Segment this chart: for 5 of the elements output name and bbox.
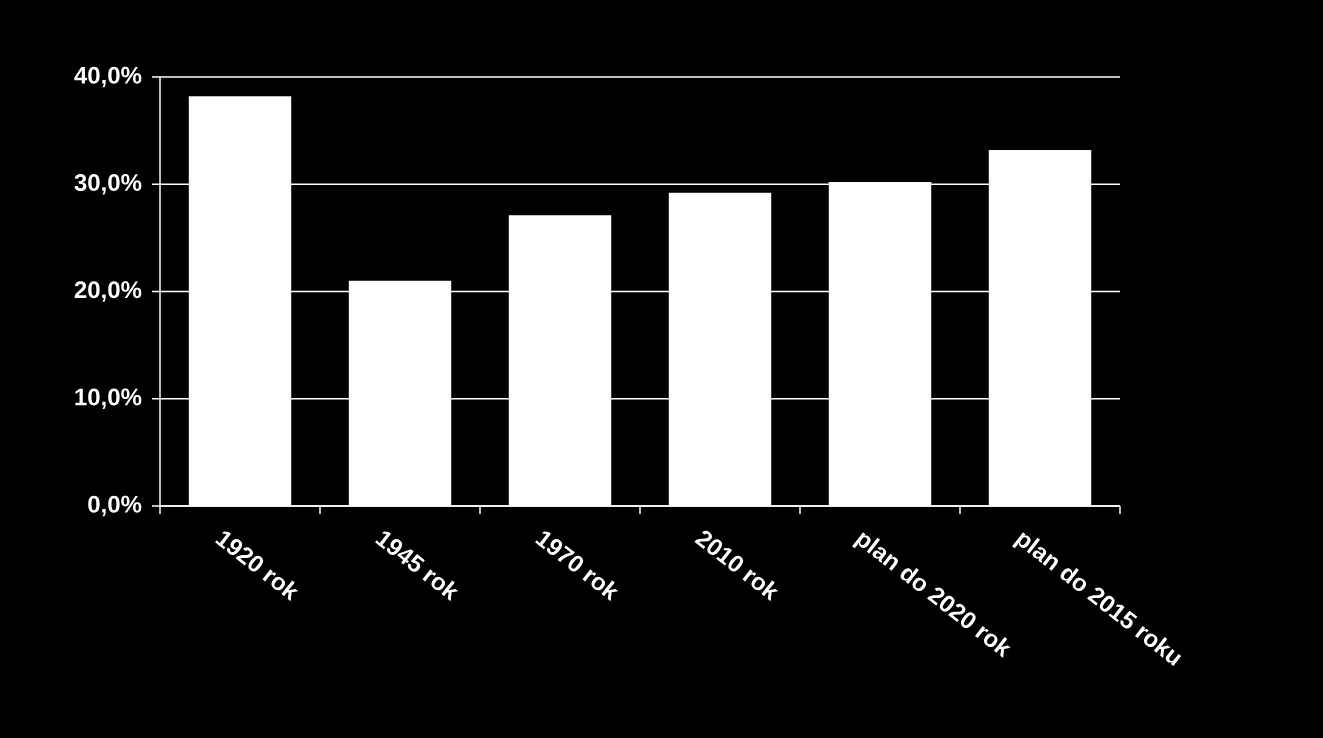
y-tick-label: 20,0% xyxy=(74,281,142,302)
y-tick-label: 40,0% xyxy=(74,66,142,88)
y-tick-label: 0,0% xyxy=(88,495,142,517)
y-tick-label: 10,0% xyxy=(75,388,142,409)
y-tick-label: 30,0% xyxy=(74,173,142,195)
